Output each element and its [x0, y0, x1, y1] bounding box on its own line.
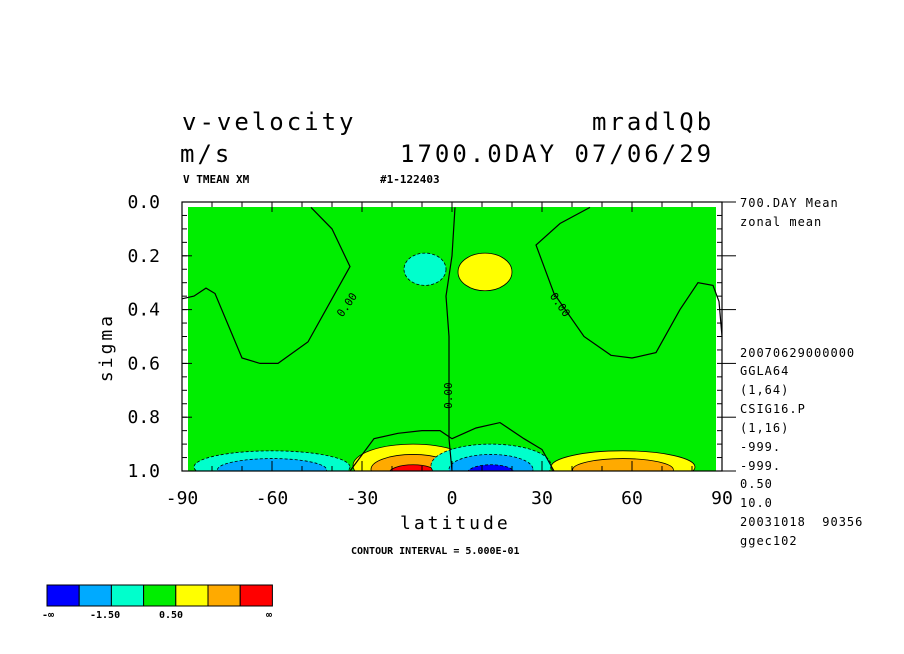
colorbar-swatch-6 — [239, 584, 273, 607]
side-info-6: CSIG16.P — [740, 402, 806, 416]
side-info-4: GGLA64 — [740, 364, 790, 378]
zero-contour-3 — [349, 421, 555, 472]
zero-contour-0 — [181, 206, 351, 364]
bottom-mask — [182, 471, 722, 491]
sub-mid-label: #1-122403 — [380, 173, 440, 186]
x-tick-label-1: -60 — [256, 488, 289, 509]
colorbar-label-1: -1.50 — [90, 610, 121, 621]
side-info-7: (1,16) — [740, 421, 790, 435]
y-tick-label-2: 0.4 — [127, 300, 160, 321]
x-tick-label-3: 0 — [447, 488, 458, 509]
x-tick-label-0: -90 — [166, 488, 199, 509]
side-info-10: 0.50 — [740, 477, 773, 491]
x-tick-label-6: 90 — [711, 488, 733, 509]
colorbar-label-max: ∞ — [266, 610, 273, 621]
colorbar-swatch-1 — [78, 584, 112, 607]
side-info-2: zonal mean — [740, 215, 823, 229]
x-tick-label-2: -30 — [346, 488, 379, 509]
x-tick-label-5: 60 — [621, 488, 643, 509]
anomaly-0-level-0 — [403, 252, 447, 286]
colorbar-label-min: -∞ — [42, 610, 55, 621]
colorbar-swatch-0 — [46, 584, 80, 607]
side-info-5: (1,64) — [740, 383, 790, 397]
run-name: mradlQb — [592, 108, 715, 136]
contour-interval: CONTOUR INTERVAL = 5.000E-01 — [351, 546, 520, 557]
side-info-8: -999. — [740, 440, 782, 454]
colorbar-swatch-2 — [110, 584, 145, 607]
zero-contour-1 — [535, 206, 723, 359]
side-info-13: ggec102 — [740, 534, 798, 548]
variable-title: v-velocity — [182, 108, 357, 136]
anomaly-1-level-0 — [457, 252, 513, 292]
y-tick-label-3: 0.6 — [127, 353, 160, 374]
y-tick-label-4: 0.8 — [127, 407, 160, 428]
side-info-1: 700.DAY Mean — [740, 196, 839, 210]
x-axis-title: latitude — [400, 513, 511, 534]
y-tick-label-0: 0.0 — [127, 192, 160, 213]
time-stamp: 1700.0DAY 07/06/29 — [400, 140, 715, 168]
colorbar-swatch-3 — [143, 584, 177, 607]
x-tick-label-4: 30 — [531, 488, 553, 509]
side-info-3: 20070629000000 — [740, 346, 856, 360]
colorbar-swatch-5 — [207, 584, 241, 607]
side-info-12: 20031018 90356 — [740, 515, 864, 529]
sub-left-label: V TMEAN XM — [183, 173, 250, 186]
contour-label-1: 0.00 — [442, 382, 455, 409]
zero-contour-2 — [445, 207, 456, 472]
colorbar-label-2: 0.50 — [159, 610, 184, 621]
colorbar-swatch-4 — [175, 584, 209, 607]
side-info-11: 10.0 — [740, 496, 773, 510]
side-info-9: -999. — [740, 459, 782, 473]
y-tick-label-5: 1.0 — [127, 461, 160, 482]
y-tick-label-1: 0.2 — [127, 246, 160, 267]
units-title: m/s — [180, 140, 233, 168]
